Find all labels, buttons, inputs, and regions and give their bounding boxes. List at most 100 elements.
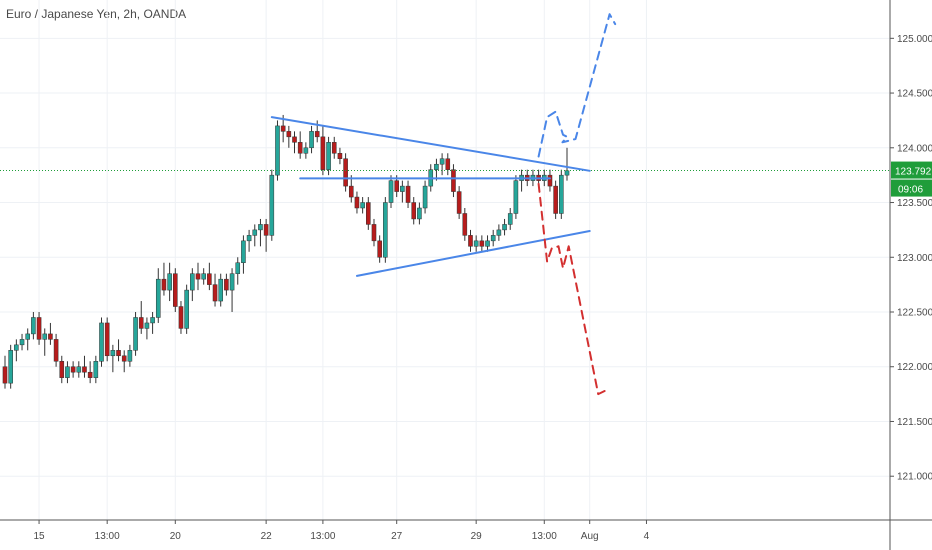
candle-bull: [502, 224, 507, 231]
candle-bull: [417, 207, 422, 220]
candle-bear: [377, 240, 382, 258]
candle-bull: [14, 344, 19, 351]
candle-bull: [167, 273, 172, 291]
price-tick-label: 121.500: [897, 417, 932, 428]
candle-bear: [82, 366, 87, 373]
candle-bull: [42, 333, 48, 340]
candle-bull: [309, 131, 314, 149]
candle-bear: [2, 366, 8, 384]
symbol-title: Euro / Japanese Yen, 2h, OANDA: [6, 7, 187, 21]
last-price-badge: [891, 161, 932, 179]
candle-bull: [241, 240, 246, 263]
candle-bull: [150, 317, 155, 324]
candle-bull: [303, 147, 309, 154]
descending-trendline: [270, 116, 591, 172]
candle-bear: [331, 142, 337, 154]
candle-bull: [8, 350, 13, 384]
candle-bull: [246, 235, 252, 242]
candle-bull: [190, 273, 195, 291]
candle-bear: [178, 306, 184, 329]
candle-bear: [212, 284, 218, 302]
candle-bull: [269, 174, 275, 236]
time-tick-label: 13:00: [310, 531, 335, 542]
candle-bear: [547, 174, 553, 187]
price-axis[interactable]: 125.000 124.500 124.000 123.500 123.000 122.5…: [889, 0, 932, 550]
candle-bear: [173, 273, 178, 307]
ascending-trendline: [356, 230, 591, 277]
candle-bull: [326, 142, 331, 170]
candle-bear: [53, 339, 59, 362]
price-tick-label: 123.000: [897, 253, 932, 264]
time-tick-label: 29: [471, 531, 483, 542]
time-tick-label: Aug: [581, 531, 599, 542]
countdown-badge: [891, 179, 932, 197]
candle-bear: [286, 131, 292, 138]
time-tick-label: 20: [170, 531, 182, 542]
candle-bull: [144, 322, 150, 329]
candle-bull: [110, 350, 116, 357]
candle-bull: [252, 229, 258, 236]
price-tick-label: 123.500: [897, 198, 932, 209]
candle-bear: [138, 317, 144, 329]
candle-bear: [280, 125, 286, 132]
candle-bull: [473, 240, 479, 247]
candle-bear: [36, 317, 42, 340]
price-tick-label: 125.000: [897, 34, 932, 45]
price-tick-label: 124.000: [897, 143, 932, 154]
candle-bear: [456, 191, 462, 214]
candle-bull: [99, 322, 104, 362]
time-tick-label: 4: [644, 531, 650, 542]
candle-bear: [161, 278, 167, 291]
candle-bear: [121, 355, 127, 362]
candle-bull: [25, 333, 31, 340]
candle-bear: [314, 131, 320, 138]
candle-bear: [445, 158, 451, 170]
candle-bull: [490, 235, 496, 242]
candle-bull: [564, 170, 570, 176]
candle-bull: [388, 180, 394, 203]
candle-bull: [184, 289, 189, 329]
candle-bull: [93, 361, 99, 378]
candle-bear: [263, 224, 269, 236]
candle-bull: [360, 202, 365, 209]
bullish-projection-path: [537, 13, 617, 158]
candle-bear: [405, 185, 411, 203]
candle-bear: [104, 322, 110, 357]
candle-bear: [348, 185, 354, 198]
candle-bull: [218, 278, 224, 302]
candle-bull: [485, 240, 490, 247]
candle-bear: [297, 142, 303, 154]
candle-bull: [76, 366, 82, 373]
candle-bear: [411, 202, 417, 220]
candle-bull: [559, 174, 564, 214]
candle-bear: [195, 273, 201, 280]
price-tick-label: 122.000: [897, 362, 932, 373]
candle-bear: [70, 366, 76, 373]
bearish-projection-path: [537, 182, 611, 396]
candle-bull: [422, 185, 428, 209]
candle-bull: [229, 273, 235, 291]
candle-bear: [48, 333, 53, 340]
candle-bear: [394, 180, 399, 192]
candle-bull: [275, 125, 280, 176]
last-price-label: 123.792: [895, 167, 932, 178]
candle-bear: [354, 196, 360, 209]
candle-bull: [507, 213, 513, 225]
candle-bull: [127, 350, 133, 362]
candle-bull: [258, 224, 263, 231]
candle-bear: [320, 136, 326, 170]
drawing-annotations: [0, 13, 890, 396]
price-tick-label: 124.500: [897, 89, 932, 100]
candle-bear: [479, 240, 485, 247]
time-tick-label: 22: [261, 531, 273, 542]
chart-grid: [0, 0, 890, 520]
candle-bear: [371, 224, 377, 242]
price-tick-label: 121.000: [897, 472, 932, 483]
candle-bear: [462, 213, 468, 236]
time-tick-label: 15: [33, 531, 45, 542]
candle-bull: [155, 278, 161, 318]
time-axis[interactable]: 15 13:00 20 22 13:00 27 29 13:00 Aug 4: [0, 519, 932, 542]
candle-bull: [133, 317, 138, 351]
candle-bear: [224, 278, 229, 291]
